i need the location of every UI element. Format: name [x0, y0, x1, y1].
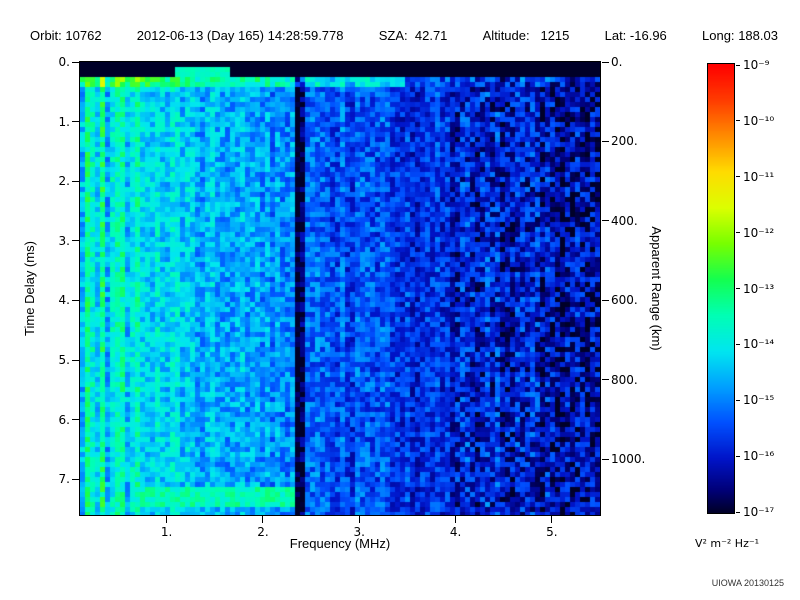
y-tick-label: 7.: [58, 472, 70, 487]
y-tick-mark: [72, 478, 79, 480]
header-orbit: Orbit: 10762: [30, 28, 102, 43]
header-datetime: 2012-06-13 (Day 165) 14:28:59.778: [137, 28, 344, 43]
y-tick-label: 1.: [58, 114, 70, 129]
y-tick-label: 0.: [58, 55, 70, 69]
header-long-label: Long:: [702, 28, 735, 43]
header-long: Long: 188.03: [702, 28, 778, 43]
y-tick-label: 2.: [58, 174, 70, 189]
colorbar-tick-label: 10⁻¹⁶: [743, 449, 775, 464]
right-tick-mark: [602, 379, 609, 381]
header-datetime-value: 2012-06-13 (Day 165) 14:28:59.778: [136, 28, 344, 43]
right-tick-label: 1000.: [611, 452, 646, 467]
plot-header: Orbit: 10762 2012-06-13 (Day 165) 14:28:…: [30, 28, 778, 43]
x-tick-label: 2.: [257, 525, 269, 539]
colorbar-tick-label: 10⁻¹³: [743, 281, 775, 296]
colorbar-tick-mark: [736, 399, 740, 401]
right-tick-label: 600.: [611, 293, 638, 308]
x-tick-mark: [262, 516, 264, 523]
colorbar-tick-label: 10⁻¹⁷: [743, 505, 775, 519]
header-lat-label: Lat:: [604, 28, 627, 43]
y-tick-mark: [72, 240, 79, 242]
x-tick-label: 4.: [449, 525, 462, 539]
right-tick-mark: [602, 61, 609, 63]
x-tick-mark: [551, 516, 553, 523]
colorbar-tick-label: 10⁻¹²: [743, 225, 775, 240]
plot-frame: [79, 61, 601, 516]
header-lat: Lat: -16.96: [605, 28, 667, 43]
colorbar-tick-mark: [736, 343, 740, 345]
x-tick-label: 5.: [546, 525, 558, 539]
y-tick-label: 4.: [58, 293, 70, 308]
right-tick-label: 0.: [611, 55, 623, 69]
header-orbit-label: Orbit:: [30, 28, 62, 43]
y-axis-title-left: Time Delay (ms): [22, 241, 37, 336]
right-tick-label: 400.: [611, 213, 638, 228]
x-tick-label: 1.: [160, 525, 173, 539]
y-tick-mark: [72, 359, 79, 361]
x-tick-mark: [166, 516, 168, 523]
x-tick-label: 3.: [353, 525, 365, 539]
spectrogram-canvas: [80, 62, 600, 515]
header-altitude-value: 1215: [540, 28, 570, 43]
header-altitude: Altitude: 1215: [483, 28, 570, 43]
colorbar-frame: [707, 63, 735, 514]
header-sza-label: SZA:: [378, 28, 408, 43]
y-tick-mark: [72, 299, 79, 301]
colorbar-tick-label: 10⁻¹⁴: [743, 337, 775, 352]
y-tick-mark: [72, 180, 79, 182]
y-tick-mark: [72, 61, 79, 63]
header-sza-value: 42.71: [414, 28, 448, 43]
y-tick-mark: [72, 419, 79, 421]
right-tick-label: 200.: [611, 134, 638, 149]
header-lat-value: -16.96: [629, 28, 667, 43]
colorbar-tick-mark: [736, 455, 740, 457]
y-axis-title-right: Apparent Range (km): [649, 226, 664, 351]
colorbar-tick-mark: [736, 64, 740, 66]
colorbar-tick-label: 10⁻⁹: [743, 58, 770, 72]
header-sza: SZA: 42.71: [379, 28, 448, 43]
right-tick-mark: [602, 299, 609, 301]
colorbar-tick-mark: [736, 232, 740, 234]
y-tick-label: 3.: [58, 233, 70, 248]
colorbar-tick-label: 10⁻¹⁵: [743, 393, 775, 408]
watermark: UIOWA 20130125: [711, 578, 784, 588]
colorbar-tick-mark: [736, 511, 740, 513]
header-long-value: 188.03: [738, 28, 778, 43]
colorbar-tick-mark: [736, 176, 740, 178]
header-altitude-label: Altitude:: [482, 28, 530, 43]
colorbar-tick-mark: [736, 288, 740, 289]
x-tick-mark: [455, 516, 457, 523]
y-tick-label: 6.: [58, 412, 70, 427]
right-tick-mark: [602, 140, 609, 142]
x-axis-title: Frequency (MHz): [289, 536, 391, 551]
colorbar-tick-mark: [736, 120, 740, 122]
colorbar-tick-label: 10⁻¹⁰: [743, 113, 775, 128]
right-tick-mark: [602, 220, 609, 222]
y-tick-label: 5.: [58, 353, 70, 368]
colorbar-tick-label: 10⁻¹¹: [743, 169, 775, 184]
x-tick-mark: [358, 516, 360, 523]
header-orbit-value: 10762: [65, 28, 102, 43]
right-tick-mark: [602, 458, 609, 460]
colorbar-canvas: [708, 64, 734, 513]
right-tick-label: 800.: [611, 372, 638, 387]
colorbar-unit-label: V² m⁻² Hz⁻¹: [694, 537, 760, 550]
y-tick-mark: [72, 121, 79, 123]
